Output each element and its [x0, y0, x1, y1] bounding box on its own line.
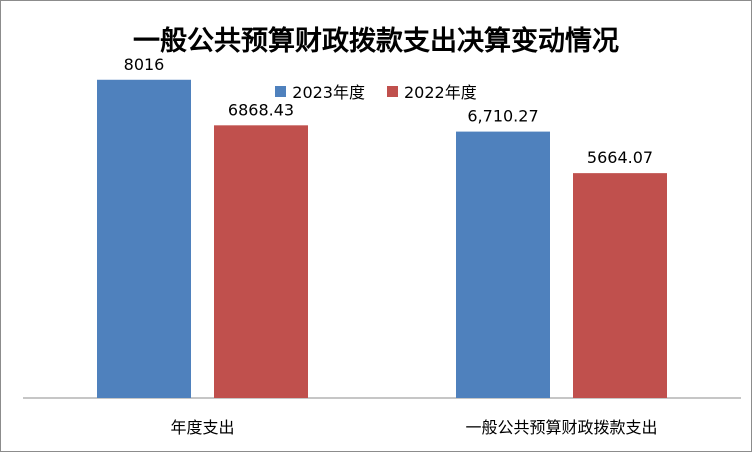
legend-label-2023: 2023年度 [292, 83, 365, 102]
legend-swatch-2022 [387, 85, 398, 97]
data-label-2022-1: 5664.07 [587, 148, 653, 167]
legend-item-2023: 2023年度 [275, 79, 365, 103]
bar-2023-0 [97, 79, 191, 398]
data-label-2023-0: 8016 [124, 55, 165, 74]
bar-2022-0 [214, 125, 308, 398]
legend-swatch-2023 [275, 85, 287, 97]
legend: 2023年度 2022年度 [1, 79, 751, 103]
bar-2023-1 [456, 131, 550, 398]
data-label-2022-0: 6868.43 [228, 100, 294, 119]
data-label-2023-1: 6,710.27 [467, 107, 538, 126]
legend-item-2022: 2022年度 [387, 79, 477, 103]
legend-label-2022: 2022年度 [404, 83, 477, 102]
chart-title: 一般公共预算财政拨款支出决算变动情况 [133, 26, 619, 57]
bar-2022-1 [573, 173, 667, 398]
category-label-0: 年度支出 [170, 418, 234, 437]
category-label-1: 一般公共预算财政拨款支出 [465, 418, 657, 437]
